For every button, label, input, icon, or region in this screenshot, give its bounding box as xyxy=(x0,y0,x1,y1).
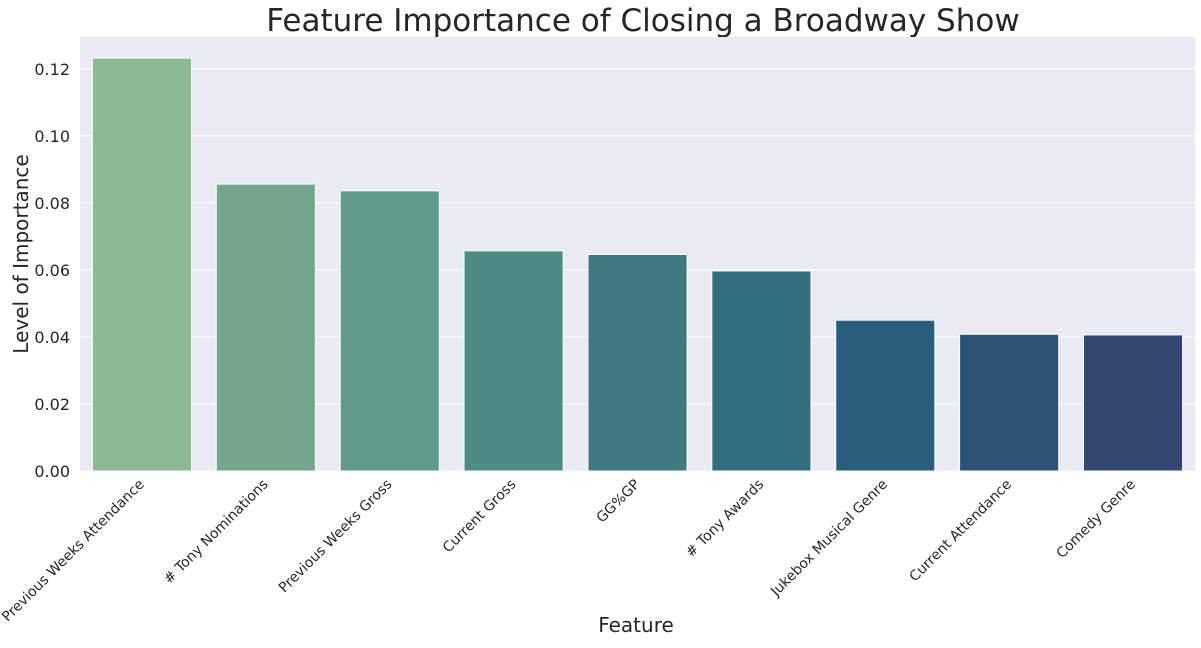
bar xyxy=(463,250,564,472)
y-tick-label: 0.00 xyxy=(34,462,70,481)
x-tick-label: Previous Weeks Gross xyxy=(276,477,396,597)
y-tick-label: 0.04 xyxy=(34,328,70,347)
chart-title: Feature Importance of Closing a Broadway… xyxy=(266,3,1019,39)
x-axis-ticks: Previous Weeks Attendance # Tony Nominati… xyxy=(0,477,1139,626)
bar xyxy=(339,190,440,472)
bar xyxy=(215,183,316,472)
y-axis-label: Level of Importance xyxy=(9,154,33,353)
x-tick-label: # Tony Nominations xyxy=(161,477,272,588)
x-tick-label: Comedy Genre xyxy=(1054,477,1139,562)
y-tick-label: 0.12 xyxy=(34,60,70,79)
bar xyxy=(1083,334,1184,472)
x-tick-label: Jukebox Musical Genre xyxy=(767,477,891,601)
x-tick-label: Current Attendance xyxy=(906,477,1015,586)
x-tick-label: GG%GP xyxy=(594,477,644,527)
bar xyxy=(91,57,192,472)
bar xyxy=(835,319,936,472)
y-tick-label: 0.02 xyxy=(34,395,70,414)
x-tick-label: Current Gross xyxy=(440,477,520,557)
x-tick-label: Previous Weeks Attendance xyxy=(0,477,148,626)
y-tick-label: 0.06 xyxy=(34,261,70,280)
y-tick-label: 0.10 xyxy=(34,127,70,146)
bar xyxy=(587,254,688,472)
bar xyxy=(711,270,812,472)
bar xyxy=(959,333,1060,472)
x-tick-label: # Tony Awards xyxy=(683,477,767,561)
y-tick-label: 0.08 xyxy=(34,194,70,213)
x-axis-label: Feature xyxy=(598,613,674,637)
bars xyxy=(91,57,1184,472)
y-axis-ticks: 0.00 0.02 0.04 0.06 0.08 0.10 0.12 xyxy=(34,60,70,481)
